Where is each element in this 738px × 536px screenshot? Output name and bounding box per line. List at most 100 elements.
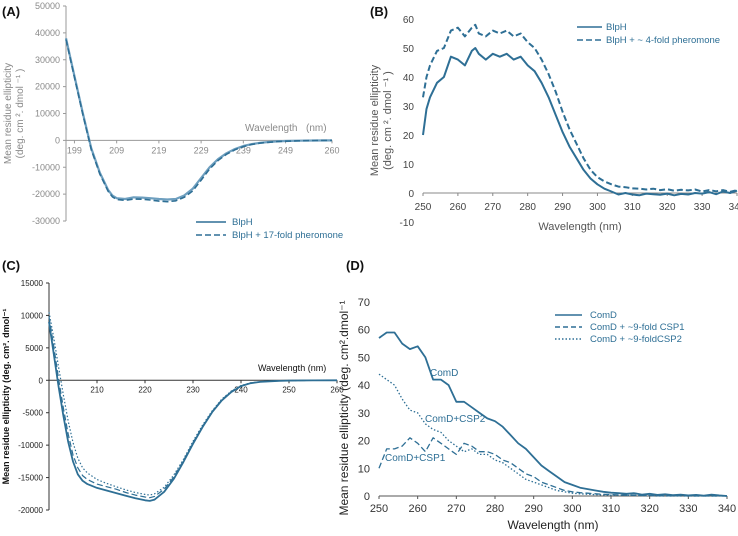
- y-tick-label: 50000: [35, 1, 60, 11]
- y-tick-label: 50: [358, 352, 370, 364]
- x-tick-label: 260: [408, 503, 426, 515]
- y-tick-label: 40000: [35, 28, 60, 38]
- panel-a-label: (A): [2, 4, 20, 19]
- x-tick-label: 260: [324, 145, 339, 155]
- x-tick-label: 230: [186, 385, 200, 394]
- x-axis-title: Wavelength (nm): [538, 221, 621, 233]
- x-tick-label: 229: [194, 145, 209, 155]
- x-tick-label: 280: [486, 503, 504, 515]
- y-tick-label: 15000: [21, 279, 44, 288]
- x-tick-label: 340: [718, 503, 736, 515]
- x-tick-label: 250: [370, 503, 388, 515]
- y-tick-label: 70: [358, 297, 370, 309]
- y-tick-label: -30000: [32, 216, 60, 226]
- y-tick-label: 20: [403, 131, 415, 142]
- x-tick-label: 199: [67, 145, 82, 155]
- panel-b-label: (B): [370, 4, 388, 19]
- x-tick-label: 270: [447, 503, 465, 515]
- panel-d-label: (D): [346, 258, 364, 273]
- x-tick-label: 249: [278, 145, 293, 155]
- annotation-comd-csp1: ComD+CSP1: [385, 453, 446, 464]
- panel-c: (C) 15000 10000 5000 0 -5000 -10000 -15000 -200…: [1, 258, 344, 515]
- legend-label-comd-csp1: ComD + ~9-fold CSP1: [590, 322, 685, 333]
- y-tick-label: 0: [55, 135, 60, 145]
- y-tick-label: -20000: [32, 189, 60, 199]
- y-tick-label: 20: [358, 436, 370, 448]
- y-tick-label: 30: [358, 408, 370, 420]
- x-tick-label: 300: [563, 503, 581, 515]
- y-tick-label: 40: [403, 73, 415, 84]
- y-tick-label: 5000: [25, 344, 43, 353]
- x-tick-label: 310: [602, 503, 620, 515]
- y-tick-label: 10000: [35, 109, 60, 119]
- y-tick-label: -10000: [18, 441, 43, 450]
- x-tick-label: 300: [589, 202, 606, 213]
- x-tick-label: 240: [234, 385, 248, 394]
- x-tick-label: 340: [729, 202, 738, 213]
- y-tick-label: -5000: [23, 409, 44, 418]
- series-line-comd-csp1: [378, 437, 727, 497]
- y-axis-title-line1: Mean residue ellipticity: [3, 63, 14, 164]
- series-line-blph-4-fold-pheromone: [422, 23, 738, 193]
- y-axis-title-line2: (deg. cm ². dmol ⁻¹ ): [15, 69, 26, 159]
- legend-label-comd: ComD: [590, 310, 617, 321]
- x-tick-label: 260: [330, 385, 344, 394]
- x-tick-label: 219: [151, 145, 166, 155]
- y-tick-label: 30: [403, 102, 415, 113]
- x-tick-label: 250: [282, 385, 296, 394]
- series-line-blph: [422, 47, 738, 197]
- x-axis-title: Wavelength (nm): [508, 518, 599, 532]
- panel-a: (A) 50000 40000 30000 20000 10000 0 -10000 -200…: [2, 1, 343, 241]
- x-tick-label: 270: [484, 202, 501, 213]
- series-line-blph-17-fold-pheromone: [65, 39, 333, 203]
- annotation-comd: ComD: [430, 368, 458, 379]
- x-tick-label: 290: [554, 202, 571, 213]
- y-tick-label: 10: [358, 463, 370, 475]
- x-tick-label: 209: [109, 145, 124, 155]
- y-tick-label: 10: [403, 160, 415, 171]
- y-tick-label: 30000: [35, 55, 60, 65]
- legend-label-blph-pheromone: BlpH + ~ 4-fold pheromone: [606, 35, 720, 46]
- y-tick-label: 60: [403, 15, 415, 26]
- x-tick-label: 320: [659, 202, 676, 213]
- x-tick-label: 239: [236, 145, 251, 155]
- x-tick-label: 220: [138, 385, 152, 394]
- y-axis-title-line2: (deg. cm ². dmol ⁻¹ ): [382, 71, 394, 170]
- y-tick-label: 0: [408, 189, 414, 200]
- legend-label-blph: BlpH: [232, 217, 253, 228]
- annotation-comd-csp2: ComD+CSP2: [425, 414, 486, 425]
- y-tick-label: 50: [403, 44, 415, 55]
- y-tick-label: 0: [364, 491, 370, 503]
- panel-c-label: (C): [2, 258, 20, 273]
- x-tick-label: 280: [519, 202, 536, 213]
- series-line-comd-csp2: [378, 373, 727, 497]
- x-tick-label: 310: [624, 202, 641, 213]
- y-tick-label: -10: [400, 218, 415, 229]
- legend-label-blph-pheromone: BlpH + 17-fold pheromone: [232, 230, 343, 241]
- legend-label-comd-csp2: ComD + ~9-foldCSP2: [590, 334, 682, 345]
- x-tick-label: 250: [415, 202, 432, 213]
- x-tick-label: 210: [90, 385, 104, 394]
- series-line-comd: [378, 331, 728, 497]
- series-line-blph: [64, 38, 333, 201]
- y-axis-title: Mean residue ellipticity (deg. cm².dmol⁻…: [337, 300, 351, 515]
- x-axis-title: Wavelength: [245, 123, 297, 134]
- y-axis-title-line1: Mean residue ellipticity: [369, 64, 381, 176]
- legend-label-blph: BlpH: [606, 22, 627, 33]
- y-tick-label: 20000: [35, 82, 60, 92]
- x-tick-label: 320: [640, 503, 658, 515]
- x-tick-label: 290: [524, 503, 542, 515]
- y-axis-title: Mean residue ellipticity (deg. cm². dmol…: [1, 309, 11, 485]
- y-tick-label: -10000: [32, 162, 60, 172]
- y-tick-label: 10000: [21, 311, 44, 320]
- y-tick-label: 40: [358, 380, 370, 392]
- y-tick-label: 0: [39, 376, 44, 385]
- series-line-dotted: [48, 312, 338, 496]
- y-tick-label: -20000: [18, 506, 43, 515]
- x-tick-label: 330: [694, 202, 711, 213]
- x-tick-label: 260: [450, 202, 467, 213]
- series-line-solid: [48, 321, 338, 502]
